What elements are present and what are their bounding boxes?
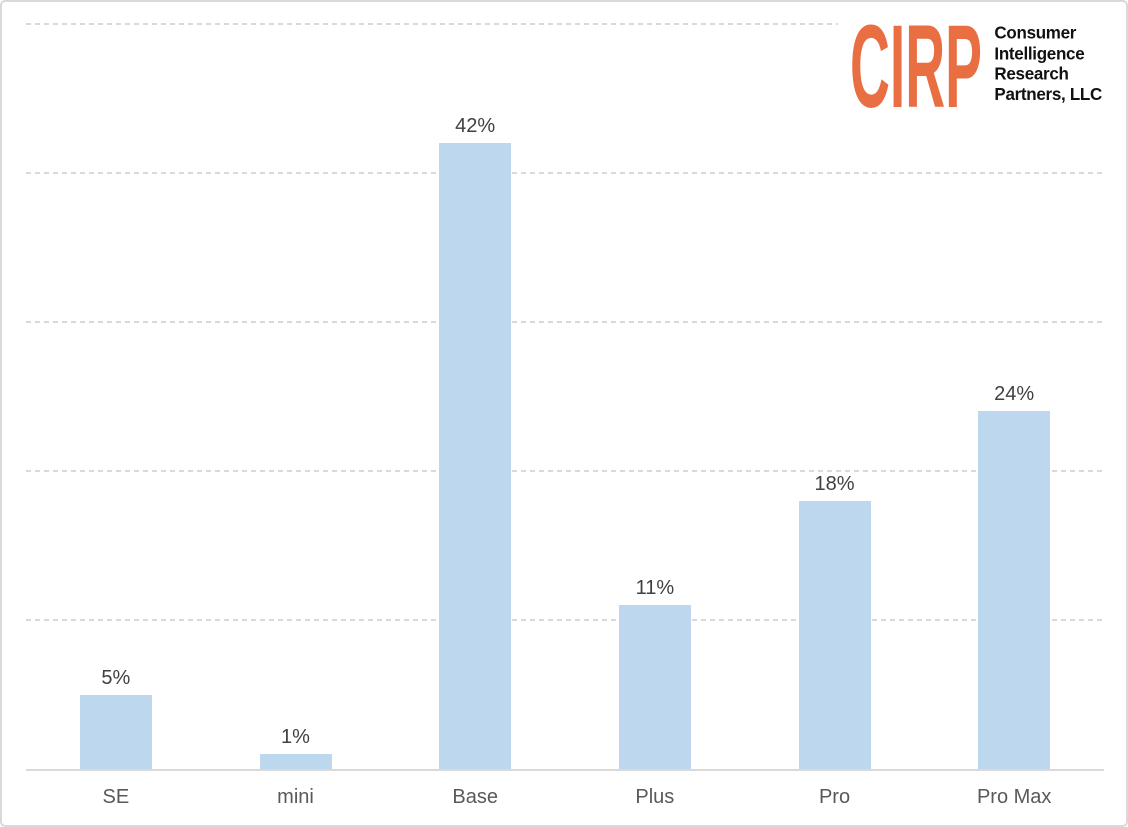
gridlines-layer	[26, 23, 1104, 769]
gridline	[26, 470, 1104, 472]
bar-value-label: 24%	[994, 383, 1035, 406]
gridline	[26, 619, 1104, 621]
category-label: Base	[452, 786, 498, 808]
bar-slot: 24%	[924, 24, 1104, 769]
cirp-logo-orgname: Consumer Intelligence Research Partners,…	[994, 20, 1102, 104]
gridline	[26, 23, 1104, 25]
bar	[259, 754, 332, 769]
bar-slot: 5%	[26, 24, 206, 769]
bar-value-label: 18%	[814, 472, 855, 495]
logo-line: Research	[994, 63, 1069, 84]
category-label: Pro Max	[976, 786, 1052, 808]
bar-slot: 1%	[206, 24, 386, 769]
bar-slot: 11%	[565, 24, 745, 769]
bar-value-label: 5%	[101, 666, 131, 689]
bar-slot: 18%	[745, 24, 925, 769]
category-label: SE	[102, 786, 130, 808]
bar	[978, 411, 1051, 769]
gridline	[26, 321, 1104, 323]
category-label: mini	[277, 786, 314, 808]
bars-row: 5% 1% 42% 11% 18% 24%	[26, 24, 1104, 769]
bar-value-label: 42%	[455, 115, 496, 138]
logo-line: Intelligence	[994, 43, 1085, 64]
cirp-logo: CIRP Consumer Intelligence Research Part…	[838, 12, 1104, 118]
cirp-logo-acronym: CIRP	[850, 20, 982, 112]
bar	[798, 500, 871, 769]
plot-area: 5% 1% 42% 11% 18% 24%	[26, 23, 1104, 771]
gridline	[26, 172, 1104, 174]
x-axis-labels: SE mini Base Plus Pro Pro Max	[26, 786, 1104, 809]
bar-value-label: 1%	[281, 726, 310, 749]
bar-value-label: 11%	[635, 577, 675, 600]
logo-line: Consumer	[994, 23, 1077, 43]
category-label: Plus	[635, 786, 675, 808]
bar	[79, 694, 152, 769]
x-axis-line	[26, 769, 1104, 771]
bar-slot: 42%	[385, 24, 565, 769]
category-label: Pro	[818, 786, 851, 808]
logo-line: Partners, LLC	[994, 83, 1102, 104]
bar	[618, 605, 691, 769]
bar	[439, 143, 512, 769]
cirp-logo-acronym-text: CIRP	[850, 20, 982, 112]
